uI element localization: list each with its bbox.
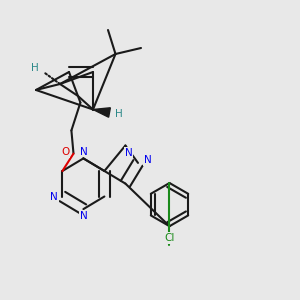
Text: N: N [144, 155, 152, 165]
Text: H: H [31, 63, 39, 74]
Text: N: N [80, 211, 87, 221]
Text: N: N [124, 148, 132, 158]
Polygon shape [93, 108, 110, 117]
Text: H: H [115, 109, 122, 119]
Text: Cl: Cl [164, 233, 175, 243]
Text: O: O [61, 147, 69, 157]
Text: N: N [80, 147, 87, 157]
Text: N: N [50, 191, 58, 202]
